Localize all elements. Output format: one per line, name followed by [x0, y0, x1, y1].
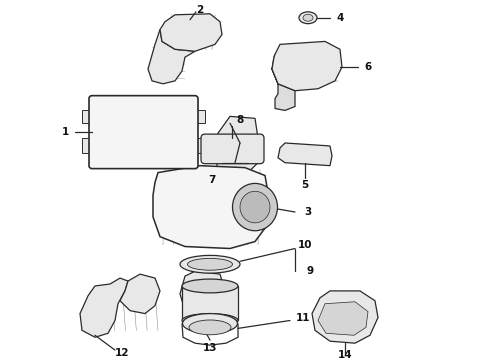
Ellipse shape	[232, 183, 277, 231]
Ellipse shape	[303, 14, 313, 21]
Polygon shape	[120, 274, 160, 314]
Text: 14: 14	[338, 350, 352, 360]
Polygon shape	[278, 143, 332, 166]
Text: 4: 4	[336, 13, 343, 23]
Ellipse shape	[182, 279, 238, 293]
Polygon shape	[80, 278, 128, 337]
Polygon shape	[82, 111, 92, 123]
Ellipse shape	[299, 12, 317, 24]
Polygon shape	[215, 116, 258, 176]
Polygon shape	[153, 166, 268, 248]
Text: 5: 5	[301, 180, 309, 190]
Ellipse shape	[188, 258, 232, 270]
Text: 12: 12	[115, 348, 129, 358]
Text: 9: 9	[306, 266, 314, 276]
Ellipse shape	[240, 191, 270, 223]
Text: 3: 3	[304, 207, 312, 217]
Polygon shape	[180, 271, 225, 325]
Polygon shape	[272, 54, 295, 111]
Polygon shape	[195, 138, 205, 153]
Text: 11: 11	[296, 312, 310, 323]
Polygon shape	[82, 138, 92, 153]
Text: 10: 10	[298, 239, 312, 249]
FancyBboxPatch shape	[89, 96, 198, 168]
Polygon shape	[148, 30, 195, 84]
Ellipse shape	[182, 314, 238, 333]
Text: 7: 7	[208, 175, 216, 185]
Ellipse shape	[189, 320, 231, 335]
Polygon shape	[312, 291, 378, 343]
Polygon shape	[195, 111, 205, 123]
Bar	[182, 286, 238, 320]
Text: 13: 13	[203, 343, 217, 353]
Text: 8: 8	[236, 115, 244, 125]
Polygon shape	[160, 14, 222, 51]
Ellipse shape	[180, 255, 240, 273]
FancyBboxPatch shape	[201, 134, 264, 164]
Text: 2: 2	[196, 5, 204, 15]
Text: 1: 1	[61, 127, 69, 137]
Ellipse shape	[182, 314, 238, 327]
Polygon shape	[272, 41, 342, 91]
Text: 6: 6	[365, 62, 371, 72]
Polygon shape	[318, 302, 368, 335]
